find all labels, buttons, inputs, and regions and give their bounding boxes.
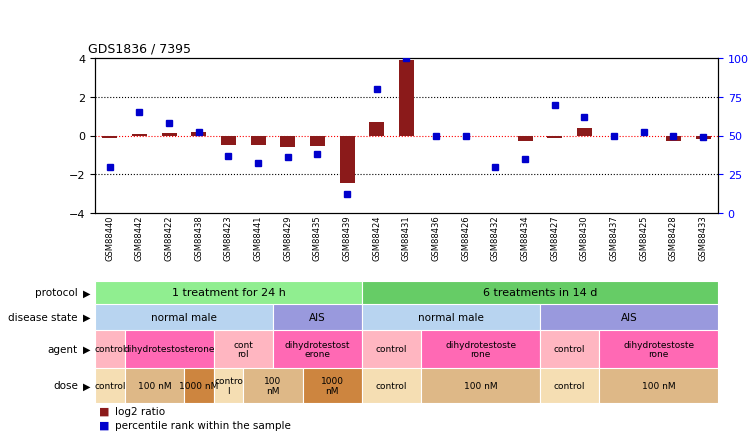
Bar — [214, 330, 273, 368]
Text: AIS: AIS — [309, 312, 326, 322]
Text: ▶: ▶ — [83, 344, 91, 354]
Bar — [184, 368, 214, 403]
Bar — [362, 330, 421, 368]
Text: GSM88431: GSM88431 — [402, 215, 411, 260]
Text: dihydrotestoste
rone: dihydrotestoste rone — [623, 340, 694, 358]
Text: GDS1836 / 7395: GDS1836 / 7395 — [88, 42, 191, 55]
Text: ▶: ▶ — [83, 381, 91, 391]
Text: ■: ■ — [99, 406, 109, 416]
Text: control: control — [94, 381, 126, 390]
Text: normal male: normal male — [418, 312, 484, 322]
Text: GSM88439: GSM88439 — [343, 215, 352, 260]
Text: ■: ■ — [99, 420, 109, 430]
Text: control: control — [376, 381, 408, 390]
Text: 100 nM: 100 nM — [138, 381, 171, 390]
Text: GSM88428: GSM88428 — [669, 215, 678, 260]
Text: GSM88437: GSM88437 — [610, 215, 619, 260]
Text: disease state: disease state — [8, 312, 78, 322]
Bar — [310, 136, 325, 147]
Bar — [362, 368, 421, 403]
Bar — [95, 330, 125, 368]
Text: log2 ratio: log2 ratio — [115, 406, 165, 416]
Bar — [399, 61, 414, 136]
Text: ▶: ▶ — [83, 312, 91, 322]
Bar — [280, 136, 295, 148]
Text: 100 nM: 100 nM — [642, 381, 675, 390]
Text: dihydrotestost
erone: dihydrotestost erone — [285, 340, 350, 358]
Text: ▶: ▶ — [83, 288, 91, 298]
Text: 100
nM: 100 nM — [264, 376, 282, 395]
Text: 6 treatments in 14 d: 6 treatments in 14 d — [482, 288, 597, 298]
Bar — [370, 123, 384, 136]
Text: GSM88435: GSM88435 — [313, 215, 322, 260]
Text: GSM88423: GSM88423 — [224, 215, 233, 260]
Bar — [95, 368, 125, 403]
Text: GSM88438: GSM88438 — [194, 215, 203, 260]
Bar — [696, 136, 711, 140]
Text: GSM88442: GSM88442 — [135, 215, 144, 260]
Text: AIS: AIS — [621, 312, 637, 322]
Bar — [577, 128, 592, 136]
Bar — [540, 368, 599, 403]
Bar — [162, 133, 177, 136]
Text: GSM88430: GSM88430 — [580, 215, 589, 260]
Bar — [214, 368, 243, 403]
Text: GSM88440: GSM88440 — [105, 215, 114, 260]
Text: cont
rol: cont rol — [233, 340, 254, 358]
Bar — [273, 304, 362, 330]
Text: GSM88422: GSM88422 — [165, 215, 174, 260]
Text: percentile rank within the sample: percentile rank within the sample — [115, 420, 291, 430]
Text: 1000
nM: 1000 nM — [321, 376, 344, 395]
Text: GSM88436: GSM88436 — [432, 215, 441, 260]
Text: normal male: normal male — [151, 312, 217, 322]
Bar — [191, 132, 206, 136]
Bar — [340, 136, 355, 184]
Text: dihydrotestosterone: dihydrotestosterone — [123, 345, 215, 354]
Bar — [125, 368, 184, 403]
Text: GSM88441: GSM88441 — [254, 215, 263, 260]
Bar — [421, 330, 540, 368]
Bar — [125, 330, 214, 368]
Text: 1 treatment for 24 h: 1 treatment for 24 h — [171, 288, 286, 298]
Bar — [599, 330, 718, 368]
Text: control: control — [554, 345, 586, 354]
Bar — [599, 368, 718, 403]
Bar — [548, 136, 562, 139]
Bar — [362, 281, 718, 304]
Text: GSM88433: GSM88433 — [699, 215, 708, 260]
Text: control: control — [554, 381, 586, 390]
Text: dose: dose — [53, 381, 78, 391]
Bar — [102, 136, 117, 139]
Text: control: control — [376, 345, 408, 354]
Bar — [666, 136, 681, 142]
Bar — [251, 136, 266, 146]
Bar — [95, 304, 273, 330]
Bar — [273, 330, 362, 368]
Bar — [362, 304, 540, 330]
Text: GSM88426: GSM88426 — [462, 215, 470, 260]
Text: dihydrotestoste
rone: dihydrotestoste rone — [445, 340, 516, 358]
Bar — [221, 136, 236, 146]
Text: GSM88424: GSM88424 — [373, 215, 381, 260]
Text: 100 nM: 100 nM — [464, 381, 497, 390]
Text: 1000 nM: 1000 nM — [179, 381, 218, 390]
Bar — [540, 330, 599, 368]
Bar — [421, 368, 540, 403]
Text: GSM88425: GSM88425 — [640, 215, 649, 260]
Text: GSM88427: GSM88427 — [551, 215, 560, 260]
Text: GSM88429: GSM88429 — [283, 215, 292, 260]
Bar — [132, 134, 147, 136]
Text: contro
l: contro l — [214, 376, 243, 395]
Bar — [303, 368, 362, 403]
Text: control: control — [94, 345, 126, 354]
Bar — [243, 368, 303, 403]
Bar — [540, 304, 718, 330]
Bar — [95, 281, 362, 304]
Text: protocol: protocol — [35, 288, 78, 298]
Text: GSM88432: GSM88432 — [491, 215, 500, 260]
Bar — [607, 136, 622, 137]
Bar — [518, 136, 533, 142]
Text: agent: agent — [48, 344, 78, 354]
Text: GSM88434: GSM88434 — [521, 215, 530, 260]
